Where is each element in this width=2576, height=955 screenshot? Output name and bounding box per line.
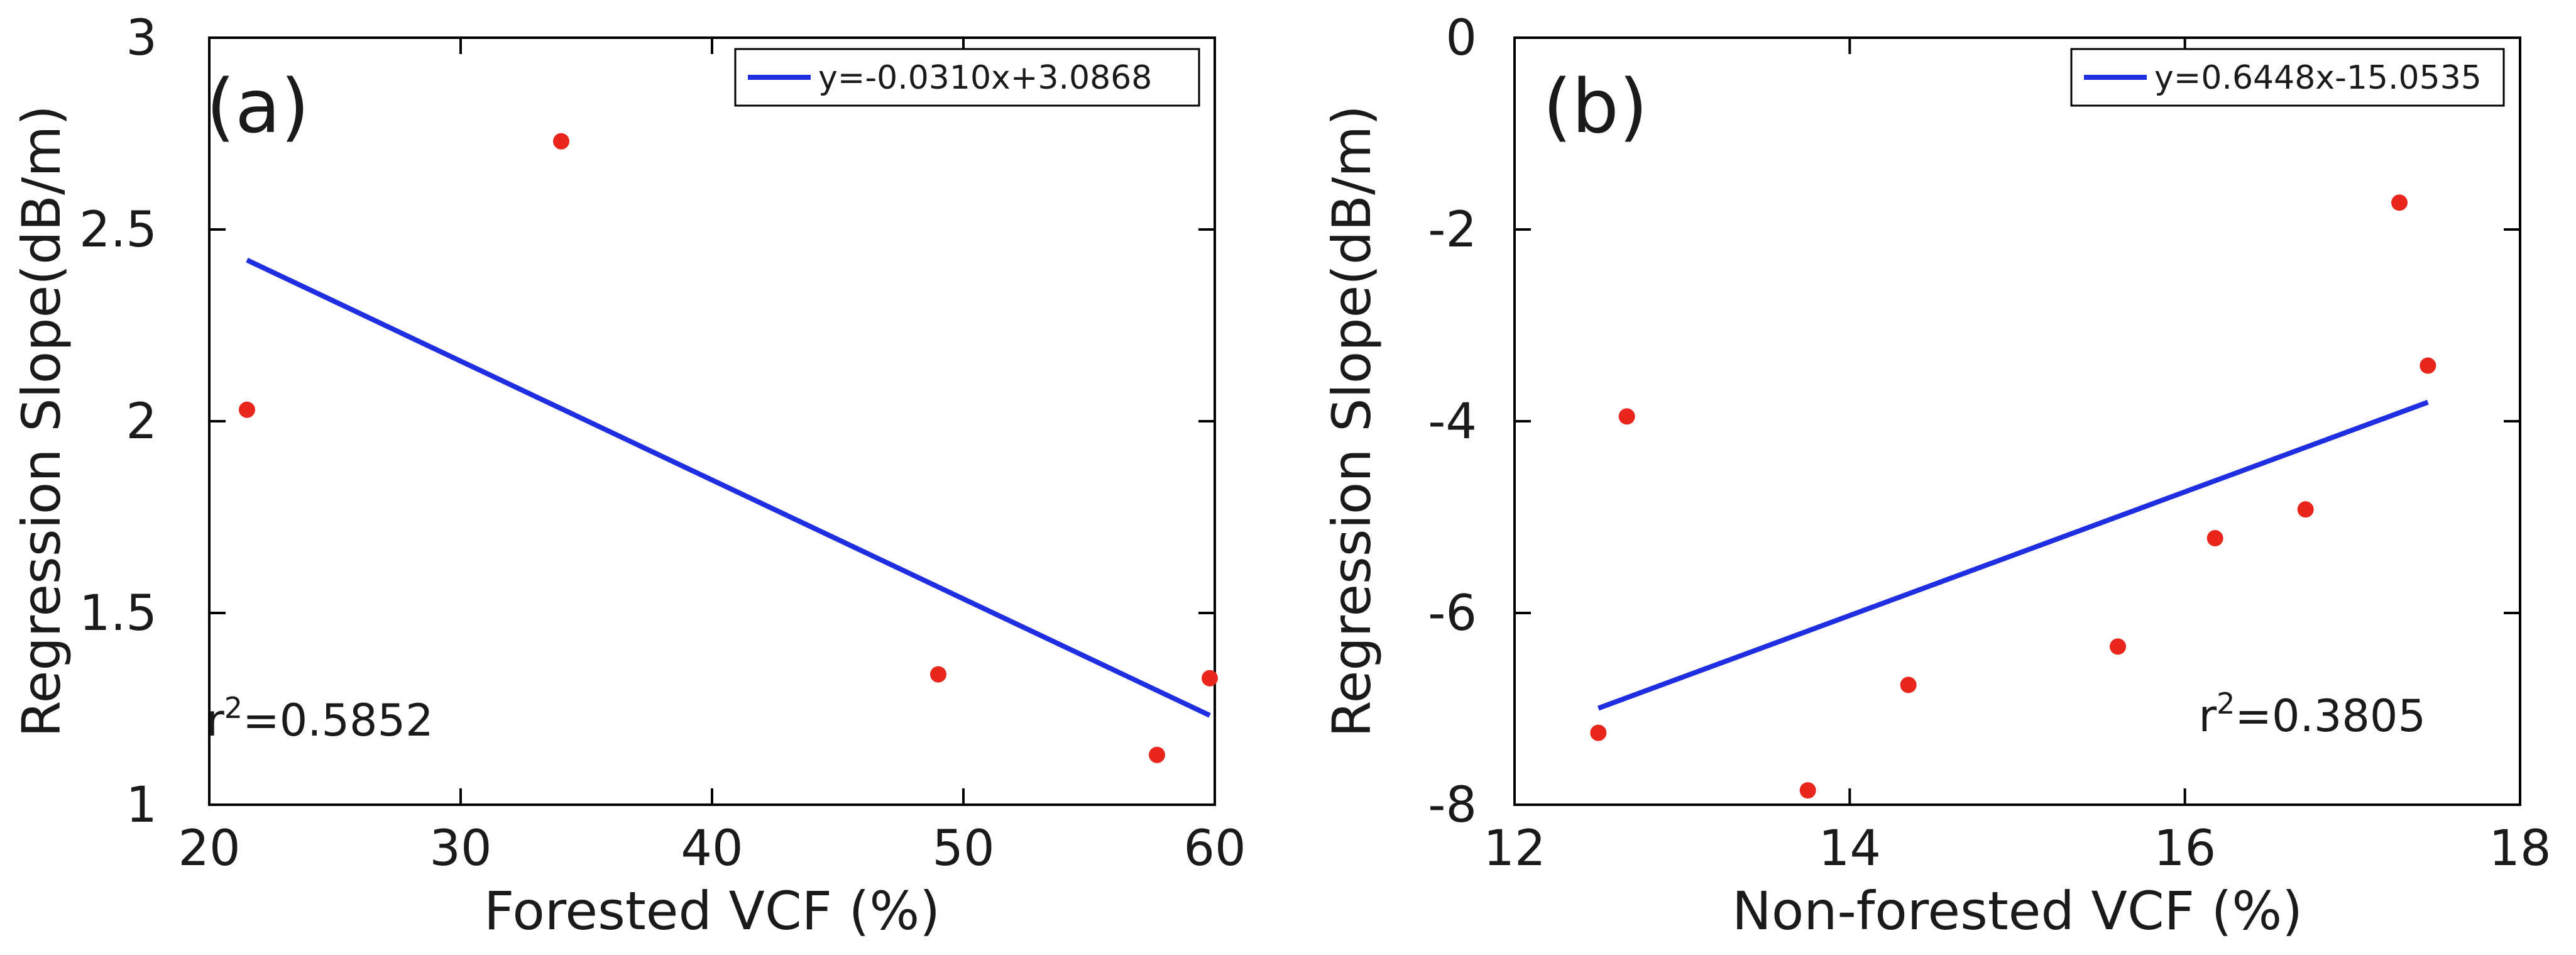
x-tick-label: 40	[681, 820, 743, 877]
x-tick-label: 14	[1819, 820, 1881, 877]
data-point	[2391, 194, 2408, 211]
x-tick-label: 18	[2489, 820, 2551, 877]
plot-frame	[208, 36, 1216, 806]
r-squared-exponent: 2	[2217, 687, 2235, 720]
data-point	[1149, 746, 1165, 763]
y-tick-label: 0	[1445, 10, 1477, 67]
y-tick-label: -4	[1428, 394, 1477, 450]
y-tick-label: 1	[126, 777, 157, 834]
legend-label: y=0.6448x-15.0535	[2154, 59, 2482, 97]
y-axis-label: Regression Slope(dB/m)	[1321, 105, 1383, 737]
x-tick-label: 20	[178, 820, 240, 877]
data-point	[1590, 724, 1607, 741]
data-point	[2110, 638, 2126, 655]
data-point	[1900, 676, 1917, 693]
x-tick-label: 50	[932, 820, 994, 877]
y-tick-label: 2.5	[79, 202, 157, 258]
r-squared-symbol: r	[2198, 690, 2217, 742]
x-tick-label: 12	[1483, 820, 1545, 877]
data-point	[553, 133, 569, 150]
panel-label: (b)	[1543, 63, 1648, 150]
y-tick-label: 3	[126, 10, 157, 67]
x-axis-label: Forested VCF (%)	[484, 880, 940, 942]
panel-b-chart: 12 14 16 18 -8 -6 -4 -2 0 Non-forested VCF (%) Reg…	[1321, 10, 2551, 942]
data-point	[239, 401, 255, 418]
data-point	[2206, 530, 2223, 547]
x-tick-label: 60	[1183, 820, 1246, 877]
r-squared-annotation: r2=0.5852	[206, 691, 434, 746]
data-point	[930, 666, 946, 683]
regression-line	[1597, 400, 2429, 711]
y-tick-label: 1.5	[79, 585, 157, 642]
legend-box	[734, 48, 1200, 107]
x-tick-label: 30	[429, 820, 491, 877]
y-tick-label: -8	[1428, 777, 1477, 834]
regression-line	[246, 258, 1211, 718]
data-point	[1799, 782, 1816, 799]
r-squared-symbol: r	[206, 695, 224, 746]
legend-label: y=-0.0310x+3.0868	[818, 59, 1152, 97]
y-tick-label: 2	[126, 394, 157, 450]
panel-label: (a)	[206, 63, 309, 150]
y-tick-label: -2	[1428, 202, 1477, 258]
x-axis-label: Non-forested VCF (%)	[1732, 880, 2303, 942]
r-squared-value: =0.5852	[243, 695, 434, 746]
data-point	[1202, 670, 1218, 687]
r-squared-annotation: r2=0.3805	[2198, 687, 2426, 742]
panel-a-chart: 20 30 40 50 60 1 1.5 2 2.5 3 Forested VCF (%) Regre…	[11, 10, 1246, 942]
data-point	[2297, 501, 2314, 518]
data-point	[2420, 357, 2436, 374]
y-axis-label: Regression Slope(dB/m)	[11, 105, 72, 737]
y-tick-label: -6	[1428, 585, 1477, 642]
r-squared-value: =0.3805	[2235, 690, 2426, 742]
x-tick-label: 16	[2154, 820, 2216, 877]
data-point	[1618, 408, 1635, 425]
r-squared-exponent: 2	[224, 691, 243, 725]
